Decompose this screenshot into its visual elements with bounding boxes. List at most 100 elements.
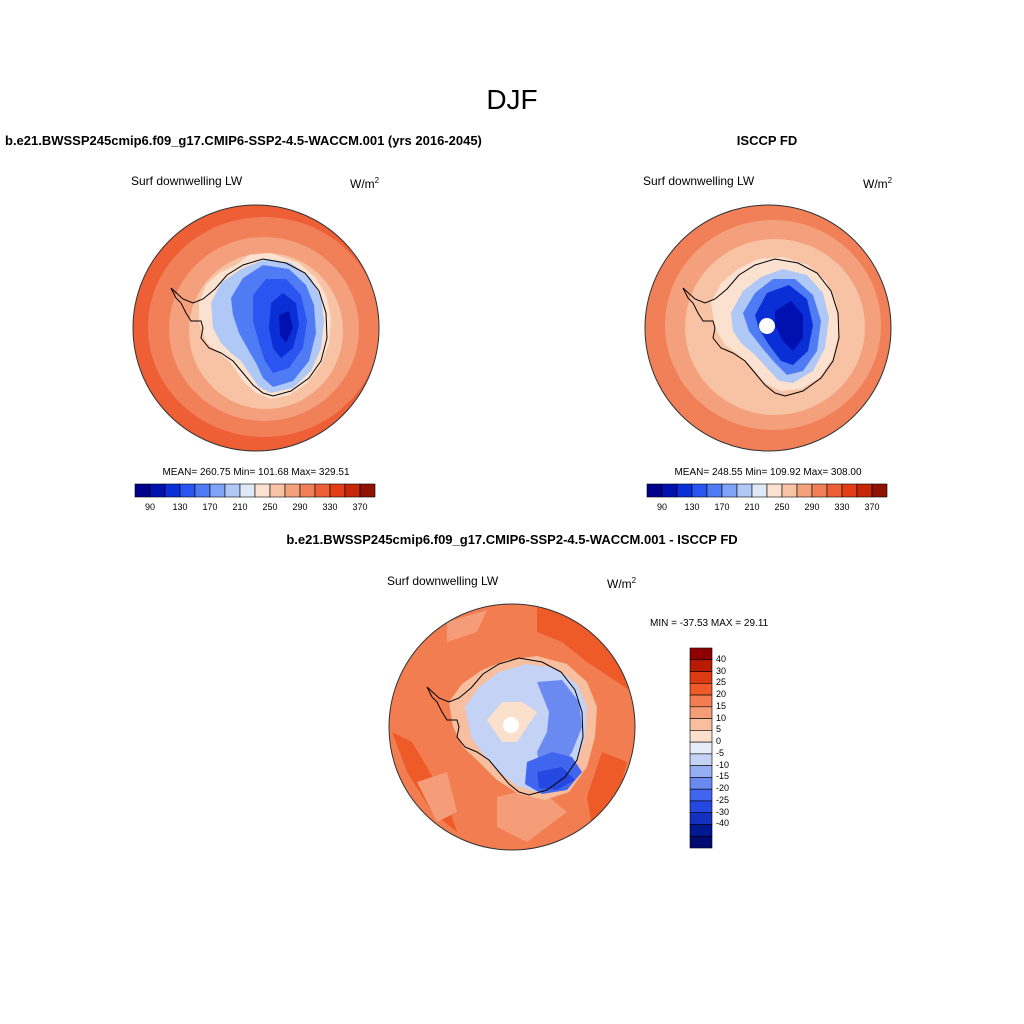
model-colorbar-box	[314, 483, 331, 498]
obs-stats: MEAN= 248.55 Min= 109.92 Max= 308.00	[674, 467, 862, 478]
model-colorbar-box	[194, 483, 211, 498]
diff-colorbar-tick-label: 15	[716, 700, 727, 711]
diff-warm-patch-3	[587, 752, 627, 827]
model-colorbar-tick-label: 330	[322, 502, 338, 512]
diff-colorbar-box	[689, 647, 713, 661]
model-colorbar-tick-label: 130	[172, 502, 188, 512]
model-map-border	[132, 204, 380, 452]
obs-colorbar-box	[796, 483, 813, 498]
model-colorbar-box	[284, 483, 301, 498]
model-colorbar-tick-label: 370	[352, 502, 368, 512]
model-colorbar-tick-label: 90	[144, 502, 155, 512]
model-colorbar-box	[239, 483, 256, 498]
diff-stats: MIN = -37.53 MAX = 29.11	[650, 618, 769, 629]
model-stats: MEAN= 260.75 Min= 101.68 Max= 329.51	[162, 467, 350, 478]
obs-colorbar-box	[646, 483, 663, 498]
model-colorbar-tick-label: 210	[232, 502, 248, 512]
diff-colorbar-tick-label: -25	[716, 794, 730, 805]
obs-colorbar-box	[676, 483, 693, 498]
obs-colorbar-tick-label: 370	[864, 502, 880, 512]
model-colorbar-box	[134, 483, 151, 498]
model-colorbar-box	[299, 483, 316, 498]
model-colorbar-box	[269, 483, 286, 498]
diff-colorbar-box	[689, 765, 713, 778]
obs-map-border	[644, 204, 892, 452]
model-units-label: W/m2	[350, 176, 380, 191]
model-colorbar-box	[179, 483, 196, 498]
diff-run-title: b.e21.BWSSP245cmip6.f09_g17.CMIP6-SSP2-4…	[286, 532, 738, 547]
model-colorbar-box	[164, 483, 181, 498]
obs-ice-sheet-min	[775, 301, 803, 351]
diff-colorbar-box	[689, 777, 713, 790]
diff-colorbar-box	[689, 706, 713, 719]
diff-colorbar-box	[689, 730, 713, 743]
model-colorbar-tick-label: 170	[202, 502, 218, 512]
model-colorbar-box	[209, 483, 226, 498]
obs-missing-pole	[759, 318, 775, 334]
obs-colorbar-tick-label: 330	[834, 502, 850, 512]
diff-colorbar-tick-label: -40	[716, 818, 730, 829]
diff-ice-zone-min	[537, 767, 575, 790]
obs-colorbar-tick-label: 170	[714, 502, 730, 512]
diff-colorbar-box	[689, 812, 713, 825]
diff-ice-zone-2	[537, 680, 582, 777]
model-run-title: b.e21.BWSSP245cmip6.f09_g17.CMIP6-SSP2-4…	[5, 133, 482, 148]
obs-colorbar-box	[826, 483, 843, 498]
diff-colorbar-box	[689, 788, 713, 802]
obs-colorbar-box	[766, 483, 783, 498]
diff-variable-label: Surf downwelling LW	[387, 574, 499, 588]
diff-antarctica-coastline	[426, 657, 584, 796]
obs-colorbar-tick-label: 90	[656, 502, 667, 512]
obs-antarctica-coastline	[682, 258, 840, 397]
obs-run-title: ISCCP FD	[736, 133, 798, 148]
diff-colorbar-box	[689, 671, 713, 684]
model-colorbar-tick-label: 250	[262, 502, 278, 512]
diff-map-border	[388, 603, 636, 851]
obs-colorbar-box	[661, 483, 678, 498]
model-colorbar-box	[224, 483, 241, 498]
obs-colorbar-box	[691, 483, 708, 498]
diff-mild-patch-2	[417, 772, 457, 822]
diff-colorbar-tick-label: 0	[716, 736, 722, 747]
diff-colorbar-tick-label: -10	[716, 759, 730, 770]
model-polar-map	[132, 204, 380, 452]
obs-colorbar-tick-label: 210	[744, 502, 760, 512]
obs-colorbar-box	[706, 483, 723, 498]
model-colorbar-box	[344, 483, 361, 498]
diff-colorbar-box	[689, 800, 713, 814]
diff-mild-patch-3	[497, 787, 567, 842]
model-colorbar-box	[254, 483, 271, 498]
model-colorbar-box	[149, 483, 166, 498]
obs-colorbar-box	[871, 483, 888, 498]
diff-colorbar-tick-label: -30	[716, 806, 730, 817]
diff-colorbar-box	[689, 682, 713, 696]
diff-colorbar-box	[689, 824, 713, 837]
obs-colorbar-tick-label: 250	[774, 502, 790, 512]
diff-polar-map	[388, 603, 636, 851]
diff-colorbar-box	[689, 718, 713, 731]
obs-colorbar-box	[736, 483, 753, 498]
obs-colorbar-box	[811, 483, 828, 498]
obs-colorbar-box	[721, 483, 738, 498]
obs-colorbar-box	[856, 483, 873, 498]
diff-units-label: W/m2	[607, 576, 637, 591]
diff-colorbar-tick-label: 30	[716, 665, 727, 676]
model-colorbar-box	[329, 483, 346, 498]
model-colorbar-tick-label: 290	[292, 502, 308, 512]
diff-colorbar-box	[689, 753, 713, 766]
model-colorbar-box	[359, 483, 376, 498]
obs-colorbar	[646, 483, 888, 498]
diff-colorbar-tick-label: 40	[716, 653, 727, 664]
model-ice-sheet-min	[279, 311, 293, 343]
obs-colorbar-box	[751, 483, 768, 498]
obs-colorbar-box	[781, 483, 798, 498]
obs-variable-label: Surf downwelling LW	[643, 174, 755, 188]
model-antarctica-coastline	[170, 258, 328, 397]
diff-colorbar-tick-label: 10	[716, 712, 727, 723]
obs-polar-map	[644, 204, 892, 452]
model-colorbar	[134, 483, 376, 498]
diff-colorbar-box	[689, 694, 713, 708]
diff-colorbar-box	[689, 659, 713, 672]
diff-colorbar-tick-label: -20	[716, 783, 730, 794]
diff-warm-patch-1	[537, 607, 632, 692]
